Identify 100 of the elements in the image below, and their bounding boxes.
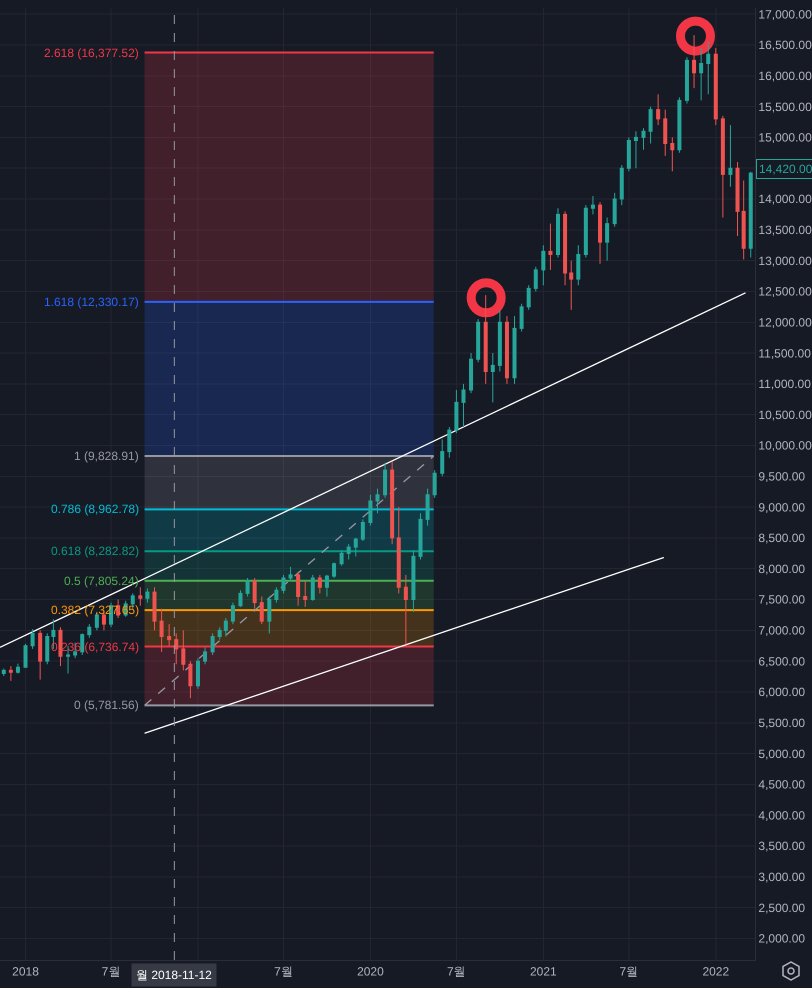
- y-tick-label: 2,000.00: [758, 932, 806, 946]
- candlestick: [87, 624, 92, 638]
- candlestick: [252, 577, 257, 610]
- y-tick-label: 2,500.00: [758, 900, 806, 915]
- y-tick-label: 16,000.00: [758, 68, 812, 83]
- candlestick: [648, 106, 653, 144]
- candlestick: [598, 202, 602, 264]
- candlestick: [181, 630, 186, 671]
- candlestick: [476, 318, 480, 363]
- candlestick: [174, 632, 178, 665]
- candlestick: [534, 266, 538, 292]
- candlestick: [728, 124, 732, 188]
- candlestick: [238, 590, 242, 608]
- candlestick: [80, 632, 84, 656]
- candlestick: [641, 128, 646, 150]
- y-tick-label: 14,000.00: [758, 192, 812, 206]
- y-tick-label: 15,500.00: [758, 100, 812, 114]
- candlestick: [383, 462, 388, 498]
- series-label: 1 (9,828.91): [74, 449, 139, 463]
- candlestick: [504, 316, 509, 384]
- candlestick: [736, 162, 740, 236]
- candlestick: [138, 586, 142, 606]
- candlestick: [167, 624, 172, 646]
- candlestick: [404, 574, 408, 646]
- candlestick: [556, 208, 560, 258]
- candlestick: [454, 390, 458, 434]
- candlestick: [346, 544, 351, 560]
- candlestick: [605, 217, 610, 262]
- candlestick: [332, 562, 336, 578]
- candlestick: [548, 223, 552, 270]
- y-tick-label: 9,500.00: [758, 470, 806, 484]
- candlestick: [230, 602, 235, 625]
- candlestick: [432, 470, 437, 498]
- candlestick: [584, 204, 588, 258]
- candlestick: [260, 596, 264, 625]
- candlestick: [324, 574, 329, 597]
- candlestick: [490, 352, 495, 403]
- y-tick-label: 11,500.00: [758, 346, 812, 360]
- candlestick: [2, 668, 6, 676]
- candlestick: [590, 195, 595, 215]
- candlestick: [620, 164, 624, 206]
- candlestick: [411, 550, 416, 612]
- candlestick: [426, 488, 430, 526]
- y-tick-label: 5,500.00: [758, 716, 806, 730]
- candlestick: [634, 130, 638, 169]
- candlestick: [196, 658, 200, 690]
- candlestick: [267, 596, 272, 634]
- y-tick-label: 16,500.00: [758, 38, 812, 52]
- candlestick: [8, 666, 13, 682]
- y-tick-label: 5,000.00: [758, 746, 806, 761]
- candlestick: [30, 628, 35, 650]
- candlestick: [376, 488, 380, 514]
- y-tick-label: 6,000.00: [758, 685, 806, 700]
- candlestick: [354, 537, 358, 557]
- y-tick-label: 17,000.00: [758, 7, 812, 22]
- y-tick-label: 3,000.00: [758, 870, 806, 884]
- candlestick: [569, 260, 574, 310]
- candlestick: [656, 94, 660, 126]
- candlestick: [281, 574, 286, 594]
- candlestick: [469, 352, 474, 394]
- candlestick: [684, 56, 689, 104]
- candlestick: [498, 309, 502, 372]
- y-tick-label: 6,500.00: [758, 654, 806, 668]
- candlestick: [368, 494, 372, 526]
- x-tick-label: 2018: [12, 964, 40, 978]
- ref-line-label: 월 2018-11-12: [136, 968, 212, 982]
- candlestick: [145, 588, 150, 604]
- y-tick-label: 8,000.00: [758, 562, 806, 576]
- candlestick: [24, 643, 28, 668]
- y-tick-label: 7,500.00: [758, 592, 806, 607]
- candlestick: [612, 192, 617, 228]
- y-tick-label: 10,500.00: [758, 408, 812, 422]
- candlestick: [160, 608, 164, 652]
- candlestick: [461, 383, 466, 428]
- candlestick: [720, 115, 725, 218]
- x-tick-label: 7월: [620, 964, 638, 978]
- y-tick-label: 12,500.00: [758, 284, 812, 299]
- candlestick: [520, 303, 524, 332]
- y-tick-label: 8,500.00: [758, 531, 806, 546]
- candlestick: [188, 660, 192, 699]
- candlestick: [748, 171, 753, 258]
- y-tick-label: 11,000.00: [758, 377, 812, 392]
- series-label: 1.618 (12,330.17): [44, 295, 139, 309]
- candlestick: [541, 244, 546, 286]
- candlestick: [318, 574, 322, 594]
- candlestick: [677, 96, 682, 154]
- candlestick: [38, 630, 42, 680]
- candlestick: [274, 586, 278, 604]
- candlestick: [576, 244, 580, 286]
- candlestick: [626, 136, 631, 172]
- text: 14,420.00: [759, 162, 812, 176]
- candlestick: [303, 580, 308, 608]
- candlestick: [663, 109, 668, 156]
- y-tick-label: 4,000.00: [758, 808, 806, 822]
- candlestick: [210, 632, 215, 656]
- candlestick: [440, 438, 444, 477]
- candlestick: [699, 48, 704, 101]
- candlestick: [742, 180, 746, 260]
- series-label: 0.786 (8,962.78): [51, 502, 140, 516]
- candlestick: [670, 136, 674, 172]
